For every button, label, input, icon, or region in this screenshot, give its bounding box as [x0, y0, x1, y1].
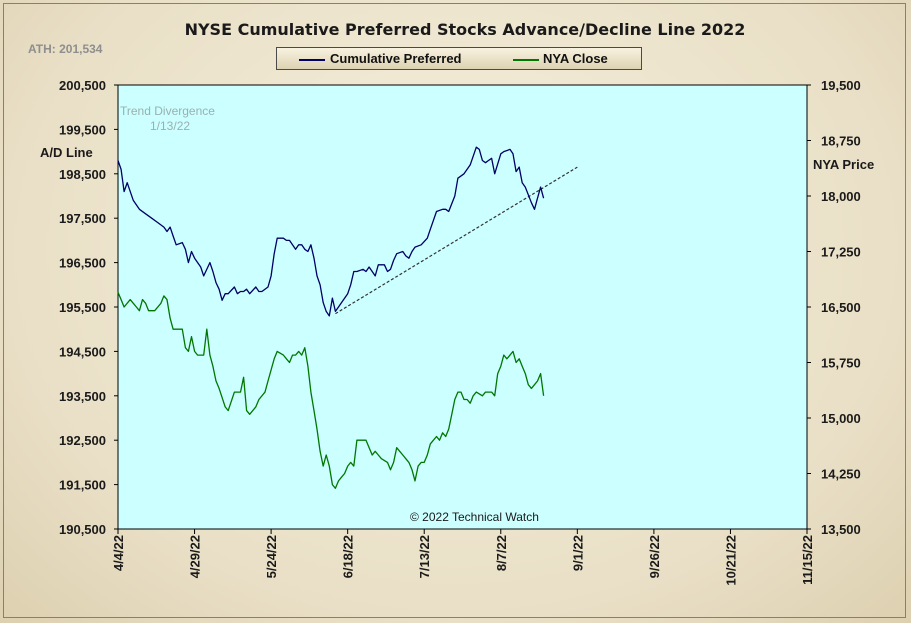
ath-label: ATH: 201,534	[28, 42, 103, 56]
x-axis-tick-label: 5/24/22	[264, 535, 279, 578]
left-axis-tick-label: 195,500	[59, 300, 106, 315]
annotation-trend-divergence: Trend Divergence	[120, 104, 215, 118]
left-axis-tick-label: 193,500	[59, 389, 106, 404]
x-axis-tick-label: 9/26/22	[647, 535, 662, 578]
right-axis-tick-label: 15,000	[821, 411, 861, 426]
series-line-nya-close	[117, 291, 545, 489]
x-axis-tick-label: 11/15/22	[800, 535, 815, 585]
right-axis-tick-label: 17,250	[821, 245, 861, 260]
chart-frame	[3, 3, 906, 618]
left-axis-tick-label: 191,500	[59, 478, 106, 493]
left-axis-tick-label: 196,500	[59, 256, 106, 271]
left-axis-tick-label: 194,500	[59, 344, 106, 359]
left-axis-tick-label: 192,500	[59, 433, 106, 448]
left-axis-title: A/D Line	[40, 145, 93, 160]
x-axis-tick-label: 6/18/22	[341, 535, 356, 578]
legend-swatch-nya-close	[513, 59, 539, 61]
right-axis-tick-label: 15,750	[821, 356, 861, 371]
chart-title: NYSE Cumulative Preferred Stocks Advance…	[184, 20, 746, 39]
plot-area	[117, 84, 808, 530]
left-axis-tick-label: 198,500	[59, 167, 106, 182]
legend-label-cumulative-preferred: Cumulative Preferred	[330, 51, 462, 66]
legend: Cumulative Preferred NYA Close	[276, 47, 642, 70]
right-axis-tick-label: 16,500	[821, 300, 861, 315]
x-axis-tick-label: 7/13/22	[417, 535, 432, 578]
left-axis-tick-label: 197,500	[59, 211, 106, 226]
x-axis-tick-label: 10/21/22	[723, 535, 738, 586]
right-axis-tick-label: 13,500	[821, 522, 861, 537]
right-axis-tick-label: 18,000	[821, 189, 861, 204]
annotation-date: 1/13/22	[150, 119, 190, 133]
legend-label-nya-close: NYA Close	[543, 51, 608, 66]
x-axis-tick-label: 8/7/22	[494, 535, 509, 571]
right-axis-tick-label: 14,250	[821, 467, 861, 482]
left-axis-tick-label: 200,500	[59, 78, 106, 93]
x-axis-tick-label: 4/29/22	[188, 535, 203, 578]
left-axis-tick-label: 190,500	[59, 522, 106, 537]
right-axis-tick-label: 18,750	[821, 134, 861, 149]
x-axis-tick-label: 4/4/22	[111, 535, 126, 571]
series-line-cumulative-preferred	[117, 146, 545, 317]
left-axis-tick-label: 199,500	[59, 122, 106, 137]
legend-swatch-cumulative-preferred	[299, 59, 325, 61]
copyright-text: © 2022 Technical Watch	[410, 510, 539, 524]
trendline	[335, 166, 578, 315]
right-axis-title: NYA Price	[813, 157, 875, 172]
x-axis-tick-label: 9/1/22	[570, 535, 585, 571]
right-axis-tick-label: 19,500	[821, 78, 861, 93]
